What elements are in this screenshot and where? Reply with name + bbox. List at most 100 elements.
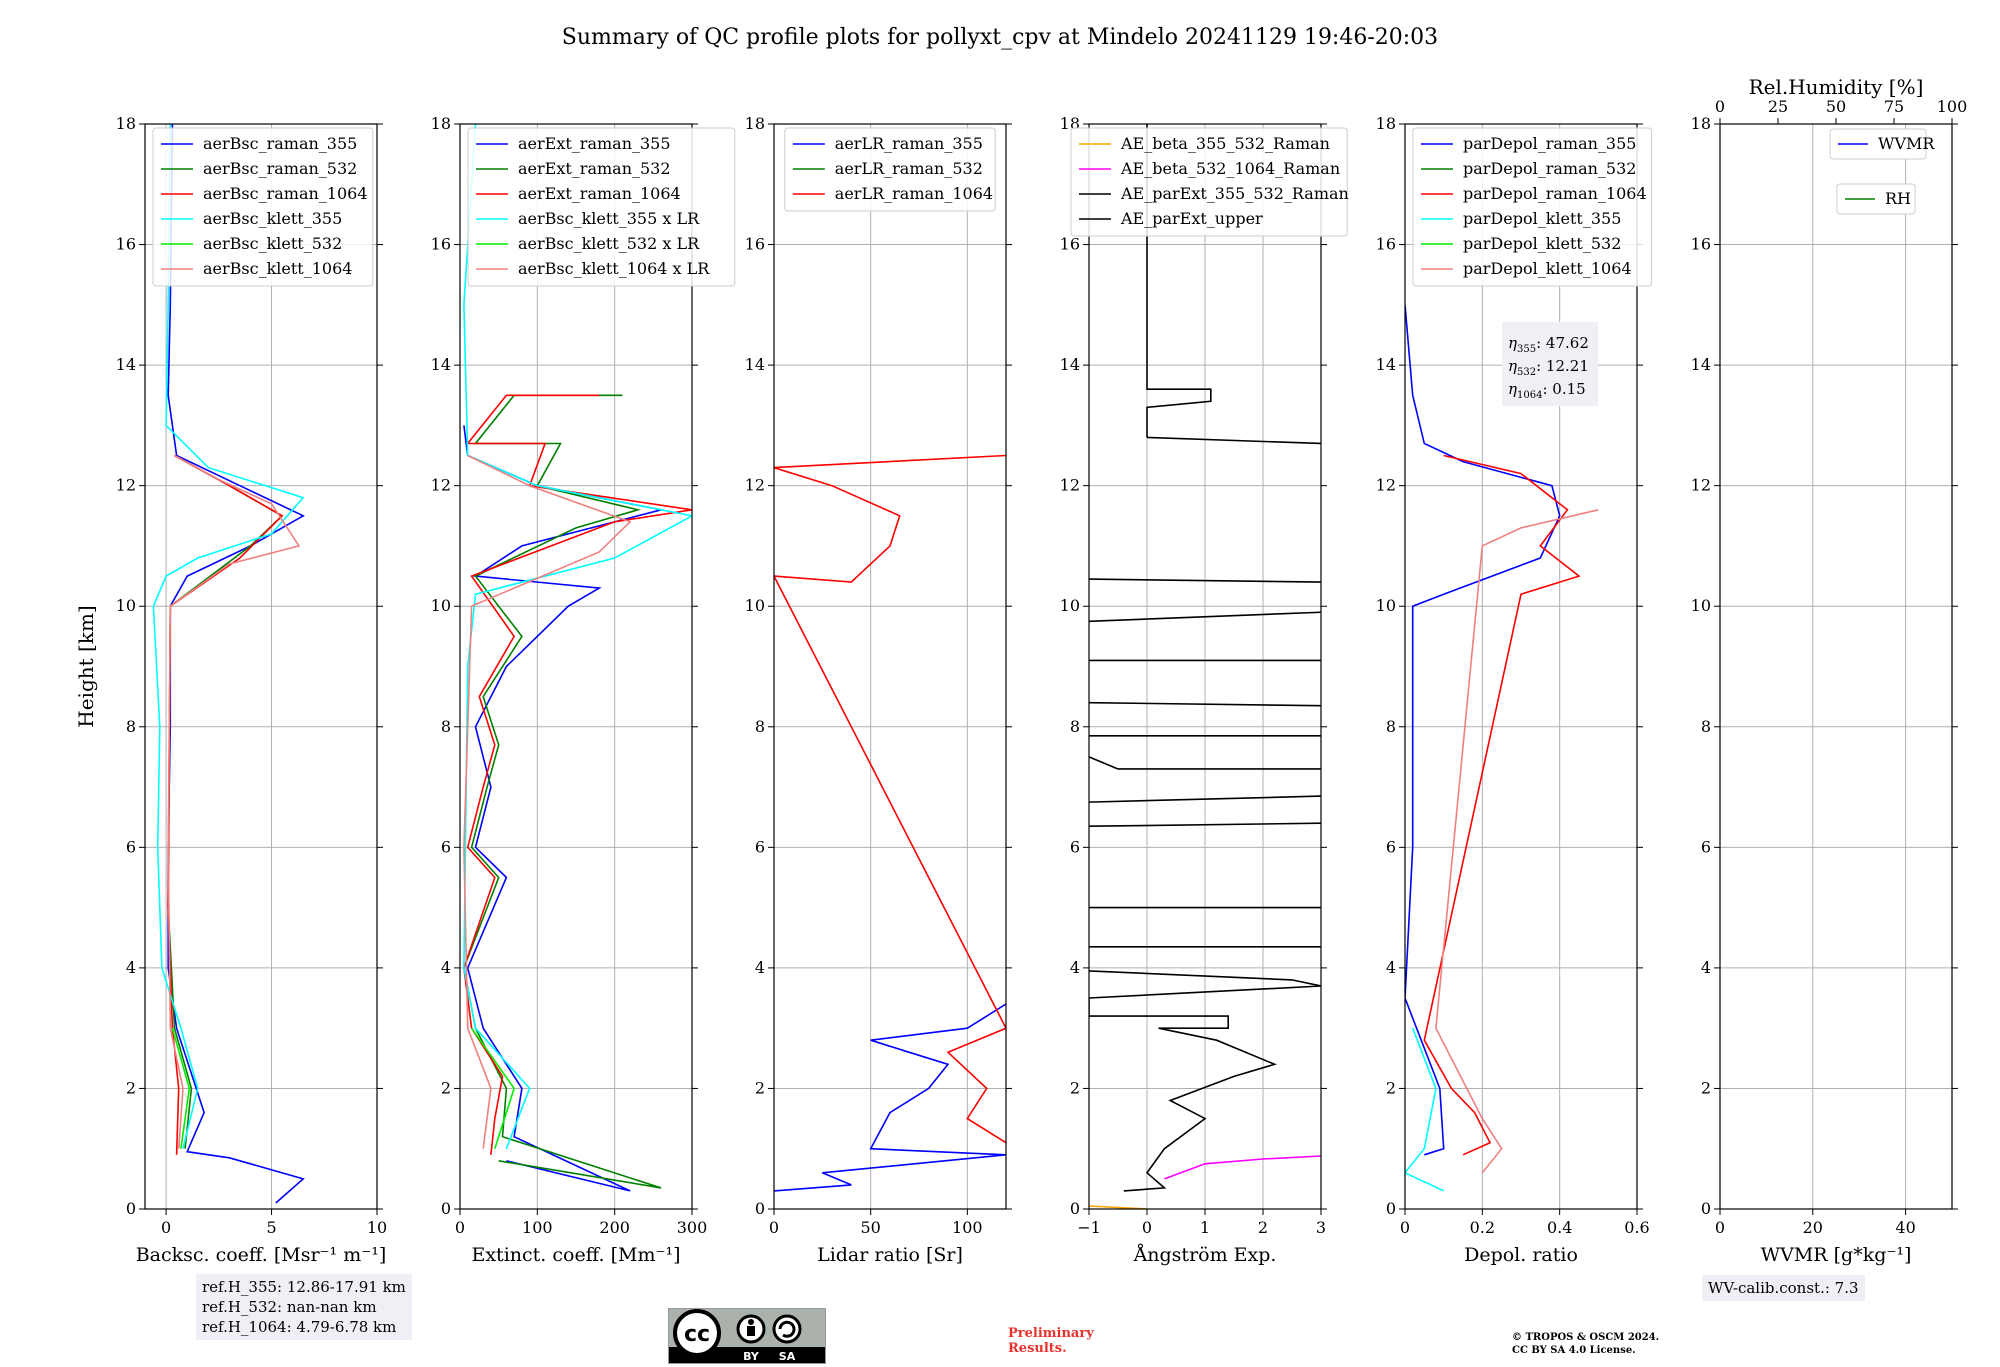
y-tick-label: 10 [431, 596, 451, 615]
refh-355: ref.H_355: 12.86-17.91 km [202, 1278, 406, 1296]
wv-calib-const: WV-calib.const.: 7.3 [1708, 1279, 1859, 1297]
legend-label: parDepol_raman_532 [1463, 159, 1636, 178]
legend-label: aerExt_raman_1064 [518, 184, 681, 203]
x-tick-label: 0.4 [1547, 1218, 1572, 1237]
ae-segment [1146, 436, 1321, 445]
y-tick-label: 14 [431, 355, 451, 374]
x-tick-label: 40 [1895, 1218, 1915, 1237]
y-tick-label: 16 [116, 235, 136, 254]
x-tick-label: 50 [860, 1218, 880, 1237]
y-tick-label: 6 [1070, 837, 1080, 856]
x2-tick-label: 100 [1937, 97, 1968, 116]
legend-WVMR: WVMR [1829, 128, 1935, 160]
axes-frame [459, 123, 693, 1210]
refh-1064: ref.H_1064: 4.79-6.78 km [202, 1318, 397, 1336]
x-tick-label: 0 [1400, 1218, 1410, 1237]
legend-box [152, 127, 374, 287]
data-layer [774, 454, 1006, 1192]
series-line-aerLR_raman_1064 [774, 454, 1006, 1144]
legend: aerLR_raman_355 aerLR_raman_532 aerLR_rama… [784, 127, 996, 212]
y-tick-label: 2 [126, 1078, 136, 1097]
series-line-AE_parExt_upper [1146, 124, 1212, 438]
y-tick-label: 4 [126, 958, 136, 977]
y-tick-label: 12 [431, 476, 451, 495]
x-axis-label: Backsc. coeff. [Msr⁻¹ m⁻¹] [136, 1244, 387, 1266]
x-tick-label: 2 [1258, 1218, 1268, 1237]
x-tick-label: 0 [1142, 1218, 1152, 1237]
cc-sa-label: SA [779, 1350, 796, 1363]
y-tick-label: 10 [745, 596, 765, 615]
x-tick-label: 0.6 [1624, 1218, 1649, 1237]
legend-label: aerLR_raman_355 [835, 134, 983, 153]
y-tick-label: 16 [1376, 235, 1396, 254]
preliminary-line-2: Results. [1008, 1341, 1067, 1356]
legend-label: AE_parExt_upper [1120, 209, 1263, 228]
panel-bsc: 0 5 10 0 2 4 6 8 10 12 14 16 18 Backsc. coeff. [Msr⁻¹… [74, 114, 387, 1266]
ae-segment [1089, 701, 1321, 707]
x-tick-label: 0 [769, 1218, 779, 1237]
copyright-line-2: CC BY SA 4.0 License. [1512, 1345, 1636, 1356]
svg-text:cc: cc [684, 1322, 710, 1347]
y-tick-label: 12 [745, 476, 765, 495]
panel-ext: 0 100 200 300 0 2 4 6 8 10 12 14 16 18 Extinct. coeff.… [431, 114, 736, 1266]
x-axis-label: Lidar ratio [Sr] [817, 1244, 963, 1266]
eta-row: η1064: 0.15 [1508, 380, 1586, 401]
y-tick-label: 0 [441, 1199, 451, 1218]
x-tick-label: −1 [1077, 1218, 1101, 1237]
y-tick-label: 18 [431, 114, 451, 133]
legend: aerBsc_raman_355 aerBsc_raman_532 aerBsc_r… [152, 127, 374, 287]
legend-label: aerBsc_raman_1064 [203, 184, 368, 203]
panel-depol: 0 0.2 0.4 0.6 0 2 4 6 8 10 12 14 16 18 Depol. ratio par… [1376, 114, 1653, 1266]
y-tick-label: 12 [1060, 476, 1080, 495]
axes-frame [144, 123, 378, 1210]
legend-label: WVMR [1878, 134, 1935, 153]
legend-RH: RH [1836, 183, 1916, 215]
series-line-aerBsc_raman_1064 [167, 454, 284, 1155]
y-tick-label: 2 [1701, 1078, 1711, 1097]
y-tick-label: 14 [1060, 355, 1080, 374]
y-tick-label: 14 [1691, 355, 1711, 374]
series-line-aerBsc_klett_355 [152, 124, 305, 1149]
refh-532: ref.H_532: nan-nan km [202, 1298, 377, 1316]
x2-tick-label: 75 [1884, 97, 1904, 116]
data-layer [1405, 304, 1599, 1192]
y-tick-label: 16 [1691, 235, 1711, 254]
series-line-aerLR_raman_355 [774, 1003, 1006, 1192]
axes-frame [1719, 123, 1953, 1210]
preliminary-note: Preliminary Results. [1008, 1326, 1094, 1356]
series-line-parDepol_raman_1064 [1423, 454, 1581, 1156]
series-line-parDepol_raman_355 [1405, 304, 1561, 1156]
ae-segment [1089, 822, 1321, 828]
y-tick-label: 4 [1386, 958, 1396, 977]
legend-label: aerBsc_klett_355 [203, 209, 342, 228]
x-tick-label: 100 [952, 1218, 983, 1237]
figure-title: Summary of QC profile plots for pollyxt_… [562, 25, 1438, 50]
eta-box [1502, 322, 1598, 406]
y-tick-label: 4 [1701, 958, 1711, 977]
x-tick-label: 20 [1803, 1218, 1823, 1237]
preliminary-line-1: Preliminary [1008, 1326, 1094, 1341]
legend-label: RH [1885, 189, 1911, 208]
y-tick-label: 6 [755, 837, 765, 856]
legend-box [784, 127, 996, 212]
x-tick-label: 100 [522, 1218, 553, 1237]
series-line-aerExt_raman_532 [463, 394, 662, 1189]
series-line-parDepol_klett_355 [1405, 1027, 1445, 1192]
y-tick-label: 8 [441, 717, 451, 736]
y-tick-label: 10 [1060, 596, 1080, 615]
copyright-note: © TROPOS & OSCM 2024. CC BY SA 4.0 Licen… [1512, 1331, 1659, 1357]
y-tick-label: 0 [126, 1199, 136, 1218]
legend-label: parDepol_raman_355 [1463, 134, 1636, 153]
legend-box [1829, 128, 1927, 160]
x-axis-label: Depol. ratio [1464, 1244, 1578, 1266]
x-tick-label: 200 [599, 1218, 630, 1237]
cc-by-label: BY [743, 1350, 760, 1363]
y-tick-label: 0 [1386, 1199, 1396, 1218]
ae-segment [1089, 795, 1321, 803]
y-tick-label: 0 [755, 1199, 765, 1218]
series-line-AE_parExt_355_532_Raman [1089, 970, 1321, 1192]
y-axis-label: Height [km] [74, 605, 98, 727]
x-tick-label: 1 [1200, 1218, 1210, 1237]
